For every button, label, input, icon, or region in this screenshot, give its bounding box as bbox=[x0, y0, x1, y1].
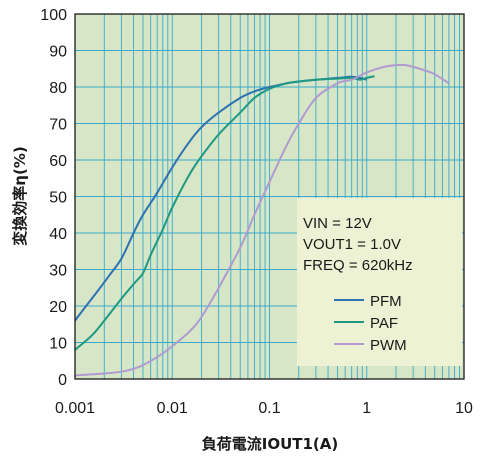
conditions-box bbox=[297, 198, 462, 366]
x-tick-label: 0.1 bbox=[258, 400, 280, 417]
series-line-paf bbox=[74, 75, 375, 351]
legend-label-pwm: PWM bbox=[370, 337, 407, 354]
y-tick-label: 20 bbox=[49, 299, 67, 316]
legend-label-pfm: PFM bbox=[370, 293, 402, 310]
x-tick-label: 1 bbox=[362, 400, 371, 417]
y-tick-label: 50 bbox=[49, 190, 67, 207]
legend-label-paf: PAF bbox=[370, 315, 398, 332]
x-tick-label: 0.01 bbox=[157, 400, 188, 417]
series-line-pwm bbox=[74, 63, 450, 377]
y-tick-label: 80 bbox=[49, 80, 67, 97]
x-tick-label: 10 bbox=[455, 400, 473, 417]
y-axis-title: 変換効率η(%) bbox=[11, 146, 29, 245]
y-tick-label: 90 bbox=[49, 44, 67, 61]
x-axis-title: 負荷電流IOUT1(A) bbox=[202, 435, 339, 453]
y-tick-label: 0 bbox=[58, 372, 67, 389]
y-tick-label: 100 bbox=[40, 7, 67, 24]
condition-vout1: VOUT1 = 1.0V bbox=[303, 236, 401, 253]
y-tick-label: 10 bbox=[49, 336, 67, 353]
y-tick-label: 30 bbox=[49, 263, 67, 280]
y-tick-label: 60 bbox=[49, 153, 67, 170]
condition-vin: VIN = 12V bbox=[303, 215, 372, 232]
series-lines bbox=[74, 63, 450, 377]
legend: PFM PAF PWM bbox=[334, 293, 407, 354]
y-tick-label: 40 bbox=[49, 226, 67, 243]
condition-freq: FREQ = 620kHz bbox=[303, 257, 413, 274]
plot-frame bbox=[74, 13, 465, 380]
x-tick-label: 0.001 bbox=[55, 400, 95, 417]
y-tick-label: 70 bbox=[49, 117, 67, 134]
